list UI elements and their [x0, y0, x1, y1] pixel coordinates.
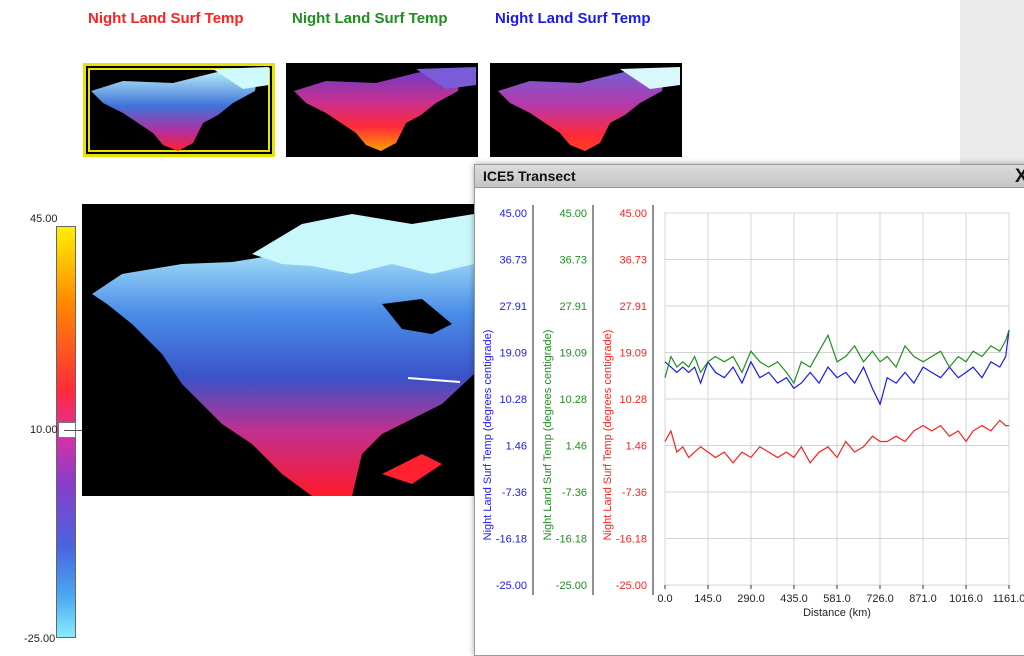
y-tick-label: 19.09: [619, 348, 647, 360]
transect-popup: ICE5 Transect X 0.0 145.0 290.0 435.0 581.0 7…: [474, 164, 1024, 656]
y-tick-label: -25.00: [556, 580, 587, 592]
y-tick-label: 10.28: [559, 394, 587, 406]
y-tick-label: 45.00: [499, 208, 527, 220]
x-axis-label: Distance (km): [803, 607, 871, 619]
colorbar-mid-label: 10.00: [30, 424, 58, 436]
x-tick-label: 290.0: [737, 593, 765, 605]
y-axis-title: Night Land Surf Temp (degrees centigrade…: [482, 330, 494, 541]
popup-titlebar[interactable]: ICE5 Transect X: [475, 165, 1024, 188]
y-tick-label: -25.00: [496, 580, 527, 592]
x-tick-label: 145.0: [694, 593, 722, 605]
layer-title-1[interactable]: Night Land Surf Temp: [88, 10, 244, 27]
y-axis-title: Night Land Surf Temp (degrees centigrade…: [542, 330, 554, 541]
y-tick-label: 10.28: [619, 394, 647, 406]
series-line-3: [664, 419, 1009, 464]
y-tick-label: -16.18: [556, 534, 587, 546]
layer-thumbnail-2[interactable]: [286, 63, 478, 157]
colorbar-tick: [64, 430, 82, 431]
x-tick-label: 581.0: [823, 593, 851, 605]
y-tick-label: -16.18: [496, 534, 527, 546]
x-tick-label: 0.0: [657, 593, 672, 605]
y-tick-label: 19.09: [559, 348, 587, 360]
popup-title: ICE5 Transect: [483, 168, 576, 184]
colorbar-min-label: -25.00: [24, 633, 56, 645]
close-icon[interactable]: X: [1015, 166, 1024, 187]
y-tick-label: 27.91: [559, 301, 587, 313]
y-tick-label: -16.18: [616, 534, 647, 546]
map-thumbnail-image: [498, 67, 680, 151]
y-tick-label: 45.00: [619, 208, 647, 220]
y-tick-label: 27.91: [619, 301, 647, 313]
y-tick-label: 1.46: [566, 441, 587, 453]
x-tick-label: 871.0: [909, 593, 937, 605]
series-line-1: [664, 329, 1010, 407]
y-tick-label: 10.28: [499, 394, 527, 406]
main-map-image: [92, 214, 474, 496]
y-tick-label: 45.00: [559, 208, 587, 220]
y-tick-label: 27.91: [499, 301, 527, 313]
y-tick-label: 19.09: [499, 348, 527, 360]
y-tick-label: -7.36: [622, 487, 647, 499]
y-tick-label: 36.73: [619, 255, 647, 267]
x-tick-label: 726.0: [866, 593, 894, 605]
x-tick-label: 1161.0: [993, 593, 1024, 605]
layer-thumbnail-1[interactable]: [83, 63, 275, 157]
y-tick-label: -7.36: [562, 487, 587, 499]
y-tick-label: 1.46: [506, 441, 527, 453]
y-tick-label: 36.73: [499, 255, 527, 267]
map-thumbnail-image: [294, 67, 476, 151]
x-tick-label: 435.0: [780, 593, 808, 605]
y-tick-label: -7.36: [502, 487, 527, 499]
map-thumbnail-image: [91, 67, 269, 151]
main-map-view[interactable]: [82, 204, 474, 496]
layer-thumbnail-3[interactable]: [490, 63, 682, 157]
transect-chart: 0.0 145.0 290.0 435.0 581.0 726.0 871.0 1016.0 1…: [482, 205, 1024, 619]
x-tick-label: 1016.0: [949, 593, 983, 605]
transect-line: [407, 377, 461, 383]
series-line-2: [664, 329, 1010, 385]
layer-title-3[interactable]: Night Land Surf Temp: [495, 10, 651, 27]
y-tick-label: -25.00: [616, 580, 647, 592]
y-tick-label: 1.46: [626, 441, 647, 453]
y-tick-label: 36.73: [559, 255, 587, 267]
colorbar-max-label: 45.00: [30, 213, 58, 225]
layer-title-2[interactable]: Night Land Surf Temp: [292, 10, 448, 27]
y-axis-title: Night Land Surf Temp (degrees centigrade…: [602, 330, 614, 541]
